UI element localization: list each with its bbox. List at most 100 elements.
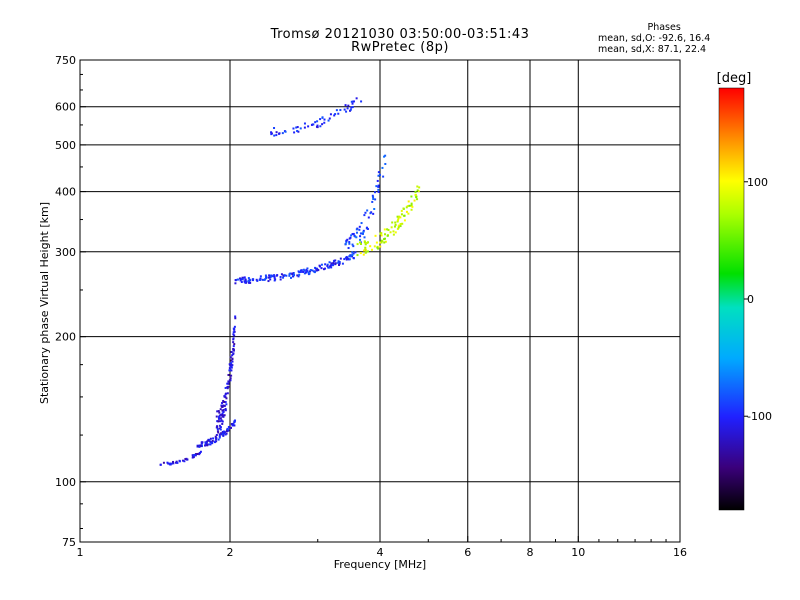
echo-point — [359, 238, 362, 241]
x-axis: 1 2 4 6 8 10 16 — [77, 536, 687, 559]
echo-point — [410, 208, 413, 211]
echo-point — [400, 209, 403, 212]
x-tick-label: 16 — [673, 546, 687, 559]
echo-point — [339, 257, 342, 260]
echo-point — [206, 443, 209, 446]
echo-point — [384, 162, 387, 165]
echo-point — [275, 131, 278, 134]
echo-point — [332, 260, 335, 263]
echo-point — [316, 124, 319, 127]
echo-point — [298, 273, 301, 276]
echo-point — [365, 251, 368, 254]
echo-point — [376, 246, 379, 249]
echo-point — [222, 411, 225, 414]
echo-point — [234, 282, 237, 285]
echo-point — [324, 267, 327, 270]
echo-point — [372, 196, 375, 199]
colorbar — [718, 87, 745, 511]
y-tick-label: 400 — [55, 186, 76, 199]
echo-point — [216, 430, 219, 433]
echo-point — [360, 222, 363, 225]
echo-point — [273, 276, 276, 279]
echo-point — [259, 278, 262, 281]
x-tick-label: 10 — [571, 546, 585, 559]
echo-point — [382, 175, 385, 178]
echo-point — [314, 121, 317, 124]
echo-point — [232, 341, 235, 344]
echo-point — [284, 130, 287, 133]
echo-point — [292, 275, 295, 278]
echo-point — [379, 241, 382, 244]
echo-point — [215, 426, 218, 429]
echo-point — [366, 209, 369, 212]
echo-point — [334, 113, 337, 116]
echo-point — [392, 230, 395, 233]
echo-point — [244, 278, 247, 281]
echo-point — [377, 188, 380, 191]
echo-point — [240, 281, 243, 284]
echo-point — [396, 215, 399, 218]
echo-point — [233, 424, 236, 427]
echo-point — [193, 454, 196, 457]
echo-point — [324, 263, 327, 266]
echo-point — [223, 404, 226, 407]
echo-point — [172, 460, 175, 463]
echo-point — [269, 278, 272, 281]
echo-point — [205, 440, 208, 443]
echo-point — [217, 420, 220, 423]
echo-point — [311, 269, 314, 272]
echo-point — [321, 123, 324, 126]
echo-point — [363, 214, 366, 217]
echo-point — [226, 387, 229, 390]
echo-point — [363, 249, 366, 252]
echo-point — [214, 435, 217, 438]
echo-point — [359, 242, 362, 245]
echo-point — [220, 405, 223, 408]
echo-point — [407, 212, 410, 215]
echo-point — [319, 118, 322, 121]
echo-point — [384, 233, 387, 236]
echo-point — [207, 439, 210, 442]
echo-point — [170, 462, 173, 465]
echo-point — [221, 420, 224, 423]
echo-point — [332, 262, 335, 265]
echo-point — [335, 109, 338, 112]
echo-point — [211, 439, 214, 442]
chart-title: Tromsø 20121030 03:50:00-03:51:43 — [270, 27, 530, 42]
echo-point — [389, 231, 392, 234]
echo-point — [348, 237, 351, 240]
echo-point — [296, 126, 299, 129]
echo-point — [379, 245, 382, 248]
echo-point — [362, 232, 365, 235]
echo-point — [348, 242, 351, 245]
echo-point — [413, 199, 416, 202]
echo-point — [273, 279, 276, 282]
echo-point — [196, 453, 199, 456]
echo-point — [224, 392, 227, 395]
echo-point — [215, 440, 218, 443]
echo-point — [176, 461, 179, 464]
echo-point — [359, 235, 362, 238]
echo-point — [232, 333, 235, 336]
echo-point — [270, 275, 273, 278]
echo-point — [218, 427, 221, 430]
echo-point — [230, 351, 233, 354]
echo-point — [196, 445, 199, 448]
echo-point — [205, 443, 208, 446]
echo-point — [204, 441, 207, 444]
echo-point — [218, 415, 221, 418]
echo-point — [403, 219, 406, 222]
echo-point — [338, 263, 341, 266]
echo-point — [219, 428, 222, 431]
echo-point — [222, 409, 225, 412]
echo-point — [159, 463, 162, 466]
echo-point — [218, 424, 221, 427]
echo-point — [220, 432, 223, 435]
echo-point — [241, 278, 244, 281]
echo-point — [374, 191, 377, 194]
y-axis: 75 100 200 300 400 500 600 750 — [55, 54, 86, 549]
echo-point — [217, 431, 220, 434]
echo-point — [191, 454, 194, 457]
echo-point — [384, 240, 387, 243]
echo-point — [306, 267, 309, 270]
